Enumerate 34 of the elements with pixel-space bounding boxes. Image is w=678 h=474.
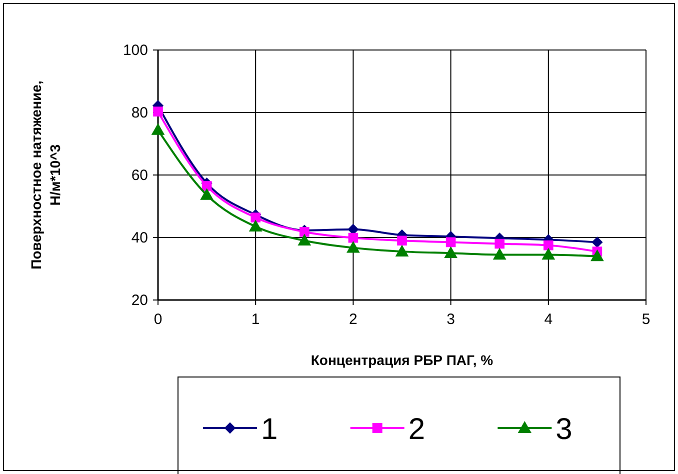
point — [397, 236, 407, 246]
legend-label: 2 — [408, 413, 426, 446]
point — [544, 240, 554, 250]
point — [298, 234, 311, 246]
y-tick-label: 100 — [122, 42, 148, 59]
point — [396, 245, 408, 256]
x-tick-label: 3 — [446, 311, 455, 328]
x-tick-label: 0 — [154, 311, 162, 328]
legend-label: 1 — [261, 413, 278, 446]
point — [494, 238, 504, 249]
point — [152, 124, 164, 135]
point — [446, 237, 456, 248]
point — [493, 248, 506, 260]
point — [346, 241, 360, 253]
y-tick-label: 60 — [131, 167, 148, 184]
y-tick-label: 40 — [131, 230, 148, 246]
x-tick-label: 1 — [251, 311, 260, 328]
legend-label: 3 — [556, 413, 572, 446]
point — [444, 246, 458, 258]
x-axis-title: Концентрация РБР ПАГ, % — [310, 352, 494, 368]
x-tick-label: 4 — [544, 311, 553, 328]
y-axis-title: Поверхностное натяжение, Н/м*10^3 — [28, 80, 63, 270]
x-tick-label: 2 — [349, 311, 358, 328]
point — [250, 212, 260, 222]
point — [592, 236, 603, 248]
point — [249, 220, 262, 232]
y-tick-label: 80 — [131, 104, 148, 122]
point — [542, 248, 555, 260]
point — [200, 188, 214, 200]
point — [348, 232, 358, 243]
x-tick-label: 5 — [642, 311, 650, 328]
y-tick-label: 20 — [131, 292, 148, 309]
point — [590, 250, 604, 262]
point — [202, 181, 212, 191]
